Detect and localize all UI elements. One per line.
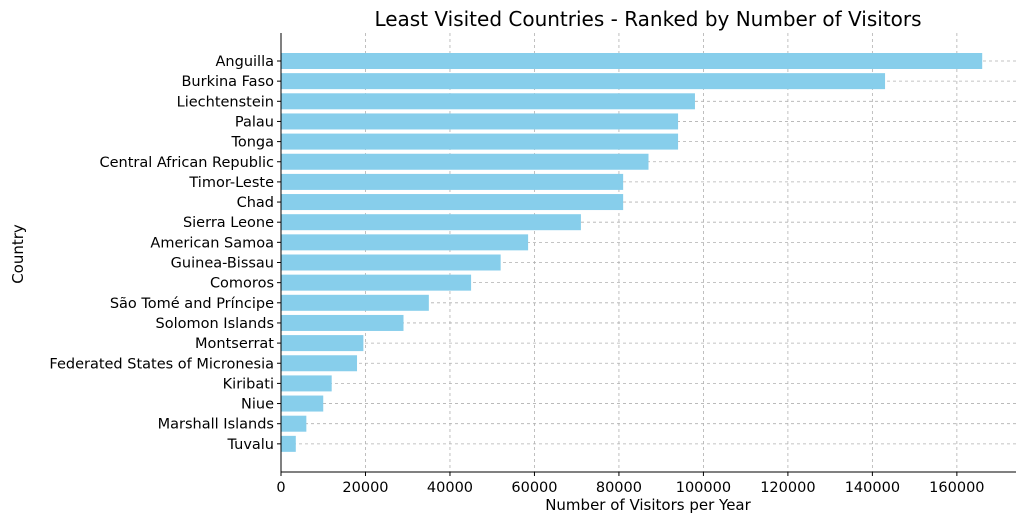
y-tick-label: Federated States of Micronesia (49, 356, 274, 372)
bar (281, 435, 296, 452)
y-tick-label: American Samoa (150, 235, 274, 251)
x-tick-label: 0 (276, 480, 285, 496)
bar (281, 254, 501, 271)
y-tick-label: Kiribati (223, 376, 274, 392)
bar (281, 214, 581, 231)
bar (281, 395, 324, 412)
axes (277, 33, 1016, 476)
x-tick-labels: 0 20000 40000 60000 80000 100000 120000 140000 1… (276, 480, 984, 496)
x-tick-label: 60000 (511, 480, 557, 496)
x-tick-label: 80000 (596, 480, 642, 496)
y-tick-label: Chad (237, 195, 274, 211)
x-tick-label: 20000 (342, 480, 388, 496)
bar (281, 153, 649, 170)
y-tick-label: Central African Republic (99, 155, 274, 171)
bar (281, 274, 472, 291)
y-tick-label: Comoros (210, 276, 274, 292)
x-axis-label: Number of Visitors per Year (545, 496, 751, 514)
x-tick-label: 120000 (760, 480, 815, 496)
bar (281, 73, 886, 90)
y-tick-label: Timor-Leste (188, 175, 274, 191)
y-tick-label: Niue (241, 397, 274, 413)
x-tick-label: 100000 (676, 480, 731, 496)
y-tick-label: Tonga (230, 135, 274, 151)
bar (281, 173, 624, 190)
y-tick-label: Liechtenstein (177, 94, 274, 110)
y-axis-label: Country (9, 224, 27, 284)
bar (281, 375, 332, 392)
bar (281, 314, 404, 331)
bar (281, 415, 307, 432)
bar (281, 294, 429, 311)
y-tick-labels: Anguilla Burkina Faso Liechtenstein Palau To… (49, 54, 274, 453)
y-tick-label: São Tomé and Príncipe (110, 296, 274, 312)
x-tick-label: 40000 (427, 480, 473, 496)
y-tick-label: Guinea-Bissau (171, 256, 274, 272)
chart-title: Least Visited Countries - Ranked by Numb… (374, 7, 921, 31)
x-tick-label: 160000 (929, 480, 984, 496)
bar (281, 335, 364, 352)
bar (281, 93, 695, 110)
bar (281, 194, 624, 211)
bar (281, 133, 679, 150)
y-tick-label: Burkina Faso (181, 74, 274, 90)
bar (281, 234, 529, 251)
bar (281, 53, 983, 69)
y-tick-label: Palau (235, 114, 274, 130)
bar (281, 355, 358, 372)
y-tick-label: Tuvalu (226, 437, 274, 453)
y-tick-label: Montserrat (195, 336, 274, 352)
bars (281, 53, 983, 452)
bar (281, 113, 679, 130)
y-tick-label: Anguilla (216, 54, 274, 70)
x-tick-label: 140000 (845, 480, 900, 496)
y-tick-label: Solomon Islands (156, 316, 274, 332)
y-tick-label: Sierra Leone (183, 215, 274, 231)
y-tick-label: Marshall Islands (158, 417, 274, 433)
